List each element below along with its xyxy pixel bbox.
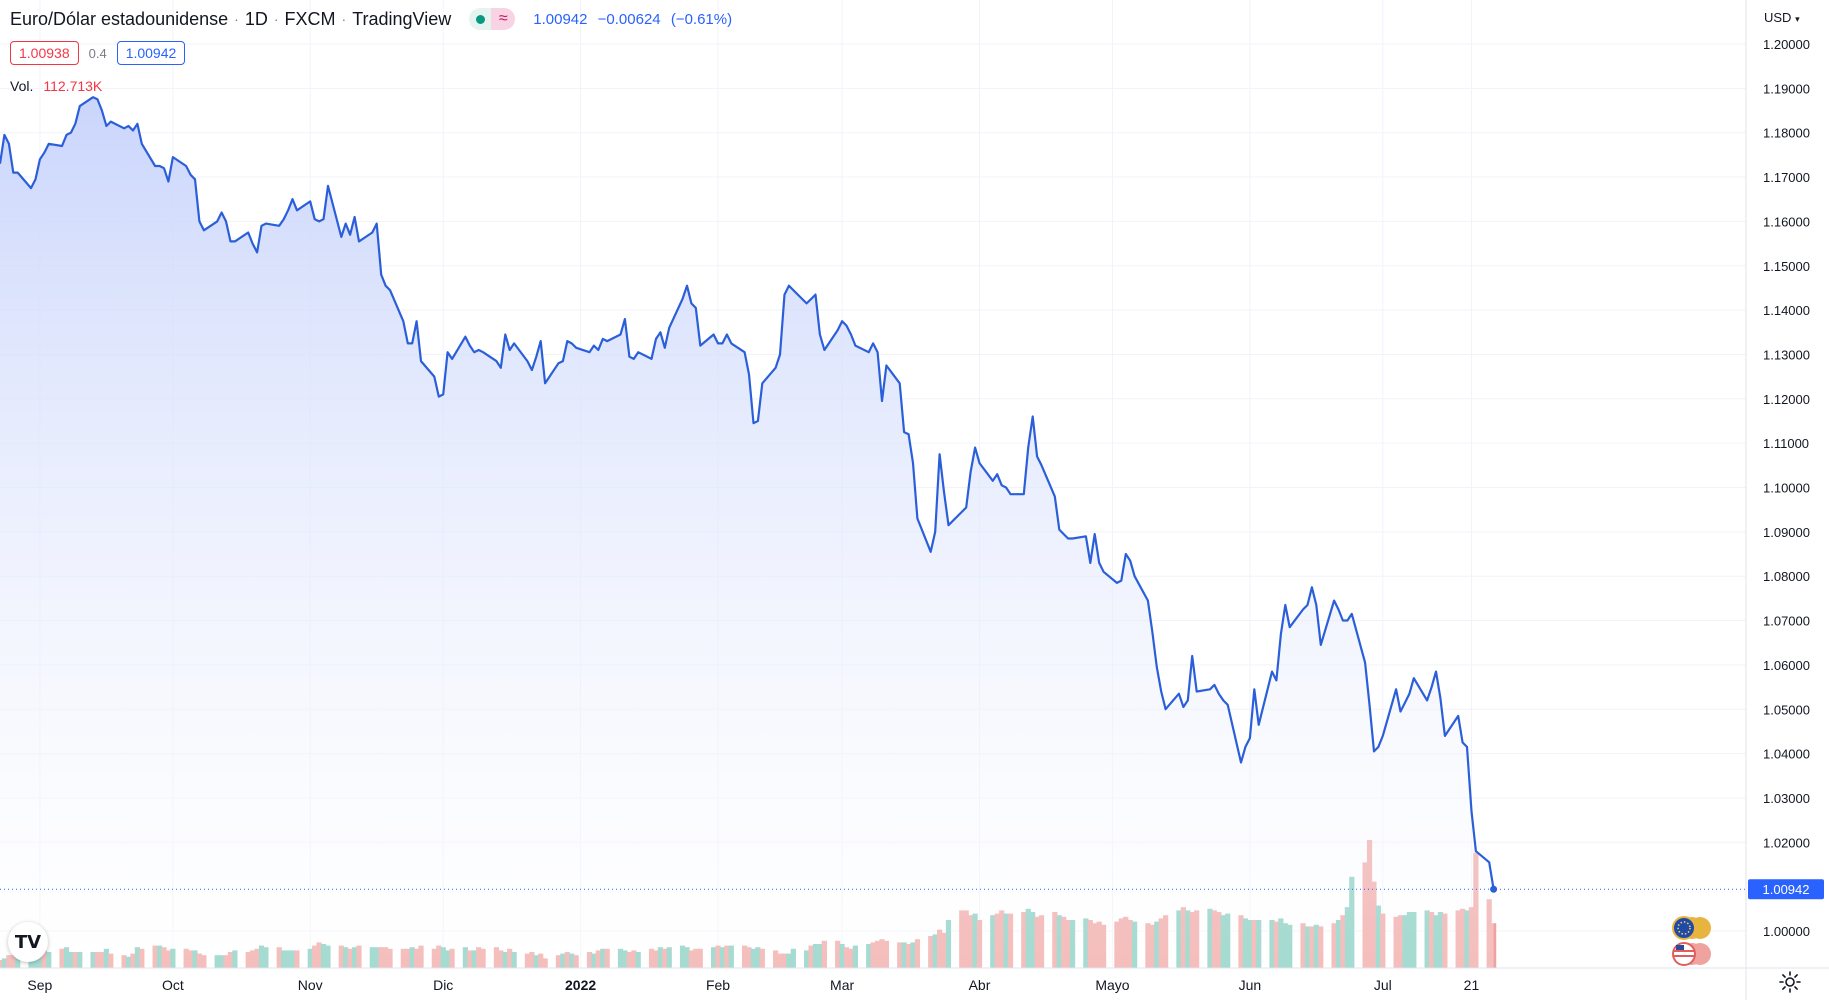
separator-dot: · [273, 11, 279, 27]
time-axis-tick: Jun [1239, 977, 1262, 993]
price-axis-tick: 1.18000 [1763, 126, 1810, 141]
price-area [0, 96, 1495, 968]
time-axis-tick: Mar [830, 977, 854, 993]
us-flag-icon [1672, 942, 1711, 966]
price-line [0, 96, 1495, 890]
eu-flag-icon [1672, 916, 1711, 940]
time-axis-tick: Nov [298, 977, 323, 993]
price-axis-tick: 1.14000 [1763, 303, 1810, 318]
last-price: 1.00942 [533, 10, 588, 28]
currency-flags-icon[interactable] [1662, 914, 1712, 970]
symbol-name[interactable]: Euro/Dólar estadounidense [10, 8, 229, 29]
price-axis-tick: 1.15000 [1763, 259, 1810, 274]
price-axis-tick: 1.11000 [1763, 436, 1809, 451]
currency-selector[interactable]: USD ▾ [1764, 10, 1800, 25]
sell-price-button[interactable]: 1.00938 [10, 41, 79, 65]
chevron-down-icon: ▾ [1795, 14, 1800, 24]
time-axis-tick: Abr [969, 977, 991, 993]
symbol-legend: Euro/Dólar estadounidense · 1D · FXCM · … [10, 8, 738, 30]
time-axis-tick: 2022 [565, 977, 596, 993]
exchange-label: FXCM [284, 8, 336, 29]
price-area-fill [0, 97, 1494, 968]
price-axis-tick: 1.03000 [1763, 791, 1810, 806]
price-change: −0.00624 [597, 10, 661, 28]
separator-dot: · [234, 11, 239, 27]
current-price-dot [1490, 885, 1498, 893]
source-label: TradingView [352, 8, 452, 29]
buy-price-button[interactable]: 1.00942 [116, 41, 186, 65]
market-open-dot-icon [469, 8, 492, 30]
time-axis-tick: 21 [1464, 977, 1480, 993]
volume-legend: Vol. 112.713K [10, 78, 102, 94]
price-axis-tick: 1.10000 [1763, 481, 1810, 496]
volume-bar [1491, 923, 1497, 968]
market-status[interactable]: ≈ [469, 8, 516, 30]
price-change-percent: (−0.61%) [670, 10, 733, 28]
current-price-label: 1.00942 [1763, 882, 1810, 897]
gear-icon[interactable] [1778, 970, 1802, 994]
spread-value: 0.4 [88, 45, 107, 61]
price-axis-tick: 1.09000 [1763, 525, 1810, 540]
volume-value: 112.713K [43, 78, 103, 94]
currency-label: USD [1764, 10, 1792, 25]
time-axis-tick: Dic [433, 977, 453, 993]
price-axis-tick: 1.07000 [1763, 614, 1810, 629]
price-axis-tick: 1.16000 [1763, 214, 1810, 229]
price-axis-tick: 1.04000 [1763, 747, 1810, 762]
separator-dot: · [341, 11, 347, 27]
time-axis[interactable]: Sep Oct Nov Dic 2022 Feb Mar Abr Mayo Jun Jul 21 [0, 967, 1829, 993]
tradingview-logo-icon[interactable]: TV [8, 922, 48, 962]
bid-ask-row: 1.00938 0.4 1.00942 [10, 41, 186, 65]
price-axis-tick: 1.19000 [1763, 81, 1810, 96]
price-axis-tick: 1.00000 [1763, 924, 1810, 939]
price-axis-tick: 1.13000 [1763, 347, 1810, 362]
volume-label[interactable]: Vol. [10, 78, 34, 94]
current-price-marker: 1.00942 [0, 879, 1824, 900]
time-axis-tick: Mayo [1095, 977, 1129, 993]
price-axis-tick: 1.17000 [1763, 170, 1810, 185]
price-axis-tick: 1.20000 [1763, 37, 1810, 52]
price-axis-tick: 1.06000 [1763, 658, 1810, 673]
time-axis-tick: Oct [162, 977, 184, 993]
price-axis-tick: 1.08000 [1763, 569, 1810, 584]
time-axis-tick: Sep [27, 977, 52, 993]
current-price-tag [1748, 879, 1824, 900]
price-axis-tick: 1.02000 [1763, 835, 1810, 850]
price-axis-tick: 1.12000 [1763, 392, 1810, 407]
price-axis-tick: 1.05000 [1763, 702, 1810, 717]
interval-label[interactable]: 1D [244, 8, 268, 29]
price-summary: 1.00942 −0.00624 (−0.61%) [533, 11, 738, 28]
time-axis-tick: Jul [1374, 977, 1392, 993]
price-axis[interactable]: 1.20000 1.19000 1.18000 1.17000 1.16000 1.150… [1745, 0, 1810, 1000]
time-axis-tick: Feb [706, 977, 730, 993]
wave-icon: ≈ [491, 8, 516, 30]
